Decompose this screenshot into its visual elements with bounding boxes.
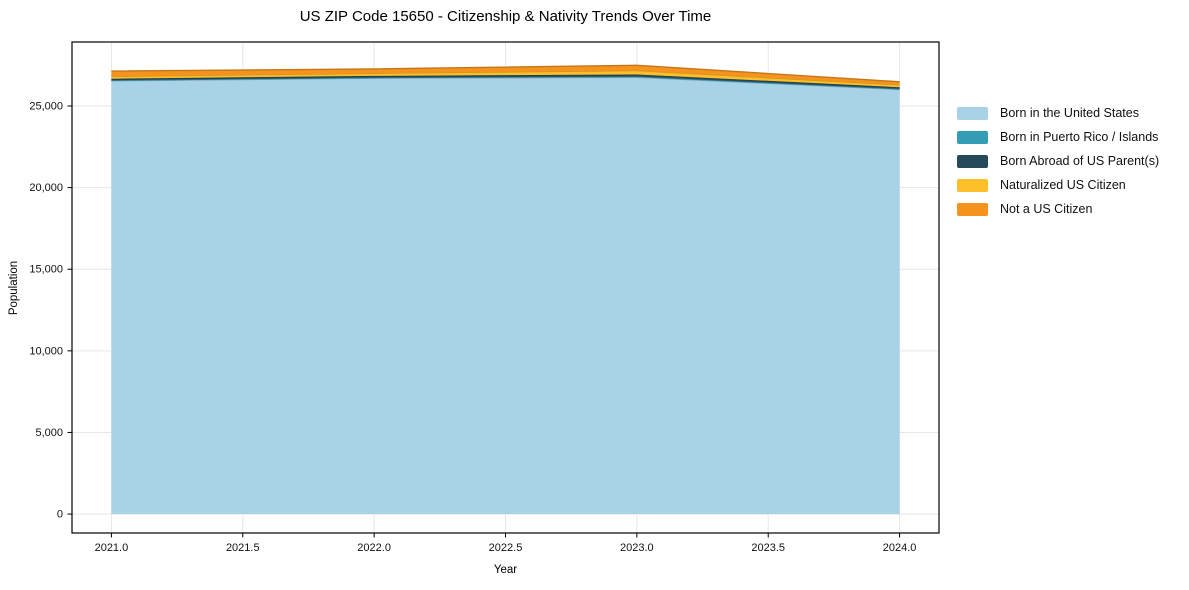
y-tick-label: 25,000 <box>29 100 63 112</box>
legend-swatch <box>957 202 988 216</box>
y-tick-label: 5,000 <box>35 427 63 439</box>
legend-label: Born in the United States <box>1000 106 1139 120</box>
legend-label: Born Abroad of US Parent(s) <box>1000 154 1160 168</box>
area-series-4 <box>111 65 900 85</box>
y-tick-label: 20,000 <box>29 182 63 194</box>
legend: Born in the United States Born in Puerto … <box>957 101 1159 221</box>
chart-title: US ZIP Code 15650 - Citizenship & Nativi… <box>299 8 712 25</box>
legend-item: Born Abroad of US Parent(s) <box>957 149 1159 173</box>
x-tick-label: 2024.0 <box>883 542 917 554</box>
legend-label: Not a US Citizen <box>1000 202 1093 216</box>
legend-swatch <box>957 106 988 120</box>
x-tick-label: 2021.0 <box>95 542 129 554</box>
x-axis-label: Year <box>493 564 518 576</box>
legend-item: Naturalized US Citizen <box>957 173 1159 197</box>
x-tick-label: 2022.0 <box>357 542 391 554</box>
legend-item: Born in the United States <box>957 101 1159 125</box>
x-tick-label: 2023.0 <box>620 542 654 554</box>
y-tick-label: 10,000 <box>29 345 63 357</box>
legend-swatch <box>957 178 988 192</box>
y-tick-label: 15,000 <box>29 264 63 276</box>
legend-swatch <box>957 154 988 168</box>
legend-item: Not a US Citizen <box>957 197 1159 221</box>
x-tick-label: 2021.5 <box>226 542 260 554</box>
y-tick-label: 0 <box>57 509 63 521</box>
legend-item: Born in Puerto Rico / Islands <box>957 125 1159 149</box>
y-axis-label: Population <box>8 260 20 316</box>
legend-swatch <box>957 130 988 144</box>
legend-label: Naturalized US Citizen <box>1000 178 1126 192</box>
area-series-0 <box>111 77 900 515</box>
legend-label: Born in Puerto Rico / Islands <box>1000 130 1159 144</box>
area-series-4-edge <box>111 64 900 83</box>
x-tick-label: 2022.5 <box>489 542 523 554</box>
x-tick-label: 2023.5 <box>751 542 785 554</box>
